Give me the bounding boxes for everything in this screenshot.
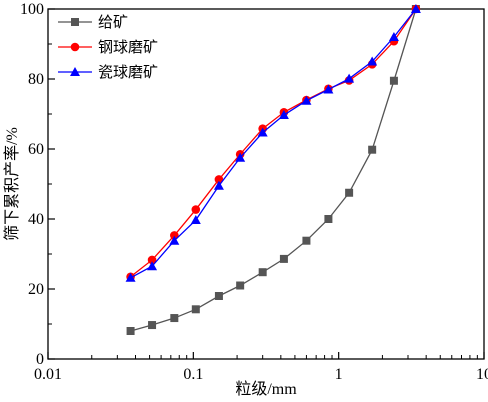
data-point [257,127,268,137]
data-point [169,235,180,245]
y-tick-label: 80 [28,71,44,88]
data-point [235,152,246,162]
x-tick-label: 1 [335,366,343,383]
y-tick-label: 60 [28,141,44,158]
data-point [258,268,267,277]
data-point [126,327,135,335]
x-tick-label: 10 [476,366,488,383]
legend-marker [71,18,79,26]
data-point [214,292,223,300]
series-layer [125,4,421,335]
x-axis-title: 粒级/mm [235,380,297,398]
data-point [345,188,354,197]
legend-label: 给矿 [98,13,128,31]
legend-label: 钢球磨矿 [98,38,158,56]
plot-frame [47,8,485,360]
data-point [344,73,355,83]
data-point [125,272,136,282]
data-point [368,145,377,154]
x-tick-label: 0.1 [183,366,203,383]
data-point [324,215,333,223]
x-tick-label: 0.01 [34,366,62,383]
data-point [214,175,224,184]
data-point [148,321,157,330]
legend-marker [70,42,80,52]
data-point [147,261,158,271]
series-1 [126,5,420,335]
series-2 [126,4,421,282]
data-point [367,56,378,66]
data-point [236,281,245,290]
legend-label: 瓷球磨矿 [98,63,158,81]
series-3 [125,4,421,282]
legend-marker [70,67,80,76]
legend-item: 给矿 [58,13,128,31]
y-tick-label: 40 [28,211,44,228]
data-point [191,305,200,314]
data-point [170,314,179,323]
legend-item: 钢球磨矿 [58,38,158,56]
data-point [147,255,157,265]
y-tick-label: 0 [36,351,44,368]
data-point [213,180,224,190]
data-point [389,76,398,85]
series-line [130,8,417,332]
y-tick-label: 20 [28,281,44,298]
data-point [279,254,288,263]
data-point [191,205,201,214]
series-line [130,8,417,278]
data-point [302,236,311,245]
data-point [170,231,179,240]
data-point [301,95,312,105]
y-tick-label: 100 [20,1,44,18]
legend-item: 瓷球磨矿 [58,63,158,81]
data-point [278,110,289,120]
data-point [190,215,201,225]
data-point [410,4,421,13]
data-point [388,32,399,41]
y-axis-title: 筛下累积产率/% [2,127,21,241]
data-point [323,84,334,94]
